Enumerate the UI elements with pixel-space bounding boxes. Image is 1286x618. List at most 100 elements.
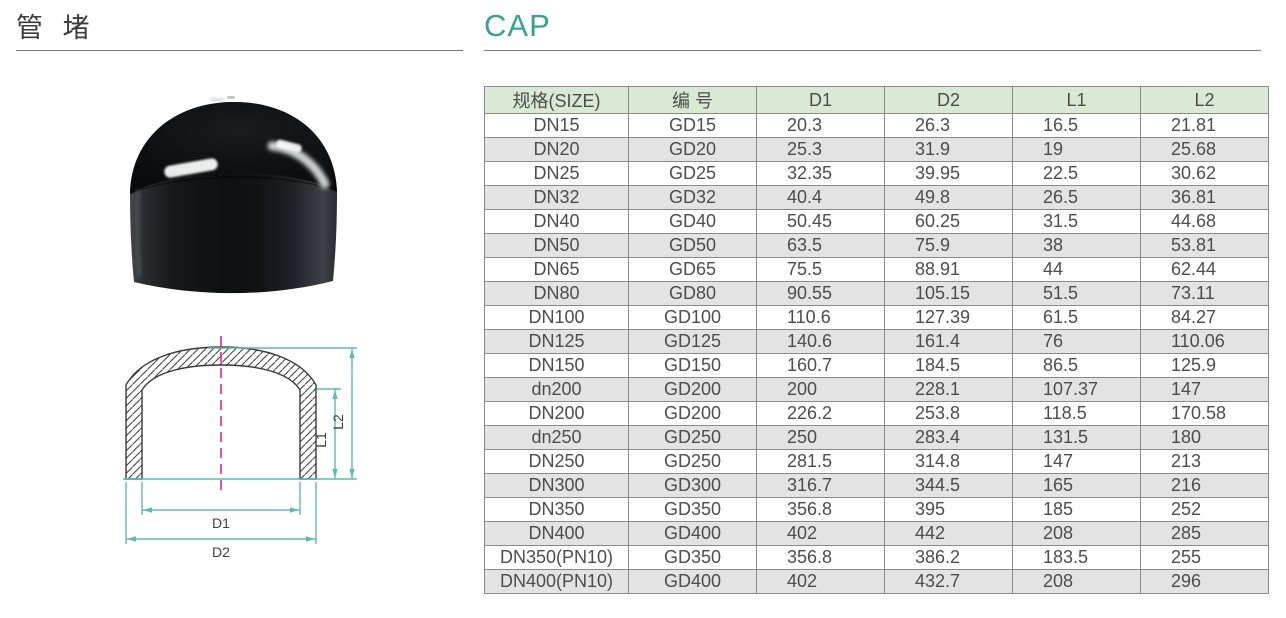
table-cell: 44 xyxy=(1012,257,1141,282)
table-cell: 161.4 xyxy=(884,329,1013,354)
table-cell: 213 xyxy=(1140,449,1269,474)
table-cell: 314.8 xyxy=(884,449,1013,474)
table-cell: 386.2 xyxy=(884,545,1013,570)
table-cell: 44.68 xyxy=(1140,209,1269,234)
table-cell: DN300 xyxy=(484,473,629,498)
table-row: DN350(PN10) GD350 356.8 386.2 183.5 255 xyxy=(484,545,1269,570)
table-row: DN25 GD25 32.35 39.95 22.5 30.62 xyxy=(484,161,1269,186)
table-cell: 31.9 xyxy=(884,137,1013,162)
table-cell: 86.5 xyxy=(1012,353,1141,378)
table-cell: 25.68 xyxy=(1140,137,1269,162)
label-l2: L2 xyxy=(330,414,346,430)
table-cell: 21.81 xyxy=(1140,113,1269,138)
table-cell: 19 xyxy=(1012,137,1141,162)
table-cell: GD150 xyxy=(628,353,757,378)
table-cell: 105.15 xyxy=(884,281,1013,306)
table-cell: GD200 xyxy=(628,401,757,426)
table-row: DN32 GD32 40.4 49.8 26.5 36.81 xyxy=(484,185,1269,210)
table-cell: GD125 xyxy=(628,329,757,354)
table-cell: DN80 xyxy=(484,281,629,306)
right-highlight-core xyxy=(276,139,302,153)
header-l2: L2 xyxy=(1140,86,1269,114)
table-cell: DN350(PN10) xyxy=(484,545,629,570)
table-cell: 184.5 xyxy=(884,353,1013,378)
table-cell: 25.3 xyxy=(756,137,885,162)
table-cell: 53.81 xyxy=(1140,233,1269,258)
table-cell: dn250 xyxy=(484,425,629,450)
table-cell: 208 xyxy=(1012,569,1141,594)
table-cell: GD100 xyxy=(628,305,757,330)
table-cell: DN40 xyxy=(484,209,629,234)
table-row: DN400 GD400 402 442 208 285 xyxy=(484,521,1269,546)
table-cell: DN50 xyxy=(484,233,629,258)
table-cell: GD400 xyxy=(628,569,757,594)
dimension-lines xyxy=(123,347,357,544)
table-cell: GD250 xyxy=(628,449,757,474)
table-cell: GD80 xyxy=(628,281,757,306)
table-cell: DN20 xyxy=(484,137,629,162)
table-cell: 49.8 xyxy=(884,185,1013,210)
table-cell: DN200 xyxy=(484,401,629,426)
table-cell: 39.95 xyxy=(884,161,1013,186)
table-cell: 73.11 xyxy=(1140,281,1269,306)
table-cell: 107.37 xyxy=(1012,377,1141,402)
table-body: DN15 GD15 20.3 26.3 16.5 21.81 DN20 GD20 25.3 31.… xyxy=(484,113,1269,594)
table-cell: GD200 xyxy=(628,377,757,402)
table-cell: 165 xyxy=(1012,473,1141,498)
table-cell: 26.3 xyxy=(884,113,1013,138)
table-cell: 283.4 xyxy=(884,425,1013,450)
table-cell: 285 xyxy=(1140,521,1269,546)
page-title-chinese: 管 堵 xyxy=(16,13,96,43)
table-row: DN400(PN10) GD400 402 432.7 208 296 xyxy=(484,569,1269,594)
table-cell: 75.9 xyxy=(884,233,1013,258)
table-cell: 32.35 xyxy=(756,161,885,186)
table-cell: 183.5 xyxy=(1012,545,1141,570)
table-cell: 118.5 xyxy=(1012,401,1141,426)
table-cell: 402 xyxy=(756,521,885,546)
table-cell: 31.5 xyxy=(1012,209,1141,234)
table-cell: 442 xyxy=(884,521,1013,546)
table-cell: 63.5 xyxy=(756,233,885,258)
page-title-english: CAP xyxy=(484,8,551,43)
table-cell: 131.5 xyxy=(1012,425,1141,450)
table-cell: 228.1 xyxy=(884,377,1013,402)
table-cell: 226.2 xyxy=(756,401,885,426)
table-cell: 20.3 xyxy=(756,113,885,138)
table-cell: 402 xyxy=(756,569,885,594)
table-cell: 252 xyxy=(1140,497,1269,522)
table-cell: GD32 xyxy=(628,185,757,210)
table-cell: DN25 xyxy=(484,161,629,186)
header-d1: D1 xyxy=(756,86,885,114)
table-cell: DN100 xyxy=(484,305,629,330)
spec-table-container: 规格(SIZE) 编 号 D1 D2 L1 L2 DN15 GD15 20.3 26.… xyxy=(484,86,1269,594)
table-cell: dn200 xyxy=(484,377,629,402)
header-size: 规格(SIZE) xyxy=(484,86,629,114)
header-d2: D2 xyxy=(884,86,1013,114)
table-cell: 208 xyxy=(1012,521,1141,546)
table-cell: 356.8 xyxy=(756,545,885,570)
table-cell: DN125 xyxy=(484,329,629,354)
table-cell: 281.5 xyxy=(756,449,885,474)
table-cell: DN65 xyxy=(484,257,629,282)
table-cell: 22.5 xyxy=(1012,161,1141,186)
table-cell: 185 xyxy=(1012,497,1141,522)
table-row: DN20 GD20 25.3 31.9 19 25.68 xyxy=(484,137,1269,162)
product-photo-cap xyxy=(130,96,337,294)
dimension-arrowheads xyxy=(127,349,355,542)
table-cell: GD400 xyxy=(628,521,757,546)
table-cell: 255 xyxy=(1140,545,1269,570)
table-row: DN350 GD350 356.8 395 185 252 xyxy=(484,497,1269,522)
table-cell: 61.5 xyxy=(1012,305,1141,330)
left-highlight xyxy=(164,158,218,178)
label-d1: D1 xyxy=(212,515,230,531)
table-cell: 170.58 xyxy=(1140,401,1269,426)
table-cell: 51.5 xyxy=(1012,281,1141,306)
table-cell: DN15 xyxy=(484,113,629,138)
table-cell: 395 xyxy=(884,497,1013,522)
table-cell: GD65 xyxy=(628,257,757,282)
table-cell: 110.06 xyxy=(1140,329,1269,354)
table-cell: DN150 xyxy=(484,353,629,378)
table-cell: GD40 xyxy=(628,209,757,234)
table-cell: 60.25 xyxy=(884,209,1013,234)
